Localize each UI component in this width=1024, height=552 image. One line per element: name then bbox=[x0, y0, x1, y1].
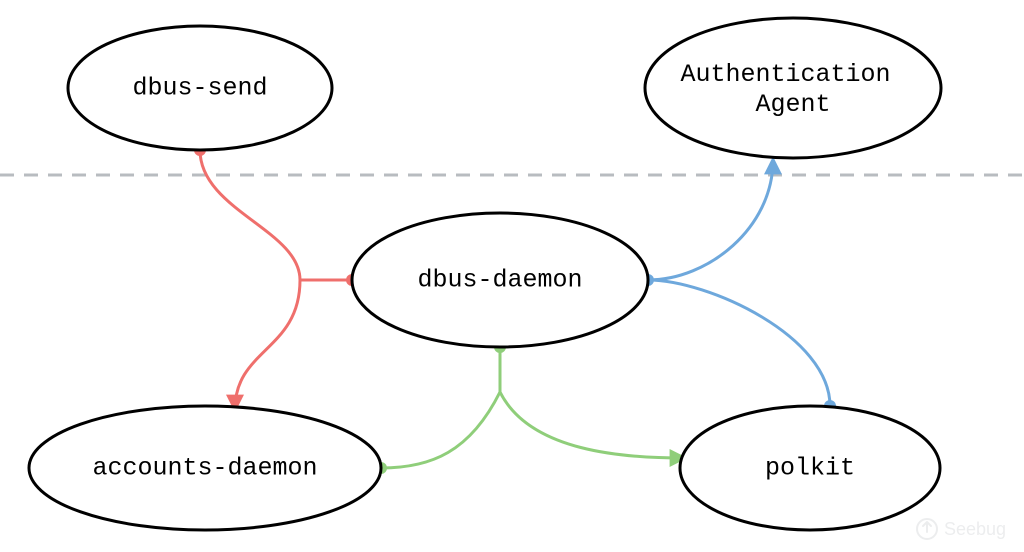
node-polkit: polkit bbox=[680, 406, 940, 530]
node-label: polkit bbox=[765, 454, 855, 483]
edge-green bbox=[375, 341, 684, 474]
node-auth-agent: Authentication Agent bbox=[645, 18, 941, 158]
node-accounts-daemon: accounts-daemon bbox=[29, 406, 381, 530]
node-label: dbus-daemon bbox=[417, 266, 582, 295]
node-label: dbus-send bbox=[132, 74, 267, 103]
diagram-canvas: dbus-send Authentication Agent dbus-daem… bbox=[0, 0, 1024, 552]
node-dbus-send: dbus-send bbox=[68, 26, 332, 150]
node-label: accounts-daemon bbox=[92, 454, 317, 483]
edge-red bbox=[194, 144, 358, 409]
node-dbus-daemon: dbus-daemon bbox=[352, 213, 648, 347]
edge-blue bbox=[642, 160, 836, 412]
